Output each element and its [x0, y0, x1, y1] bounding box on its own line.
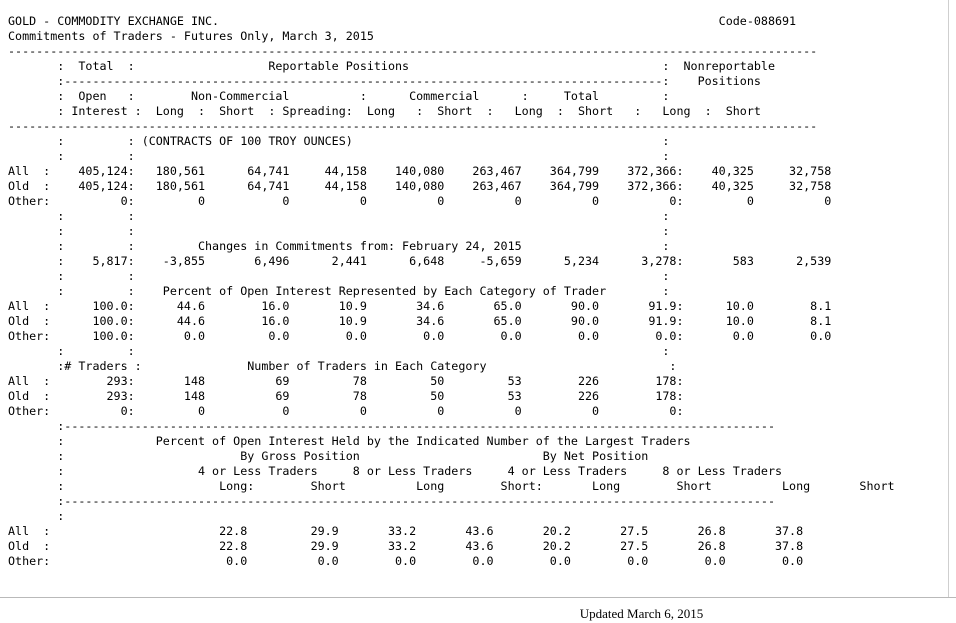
- report-line: : : (CONTRACTS OF 100 TROY OUNCES) :: [8, 134, 670, 148]
- report-line: : Long: Short Long Short: Long Short Lon…: [8, 479, 895, 493]
- updated-date: Updated March 6, 2015: [579, 606, 704, 621]
- report-line: ----------------------------------------…: [8, 44, 818, 58]
- report-line: : By Gross Position By Net Position: [8, 449, 649, 463]
- report-line: : : :: [8, 224, 670, 238]
- report-line: : Open : Non-Commercial : Commercial : T…: [8, 89, 670, 103]
- report-line: :---------------------------------------…: [8, 74, 761, 88]
- cot-report: GOLD - COMMODITY EXCHANGE INC. Code-0886…: [8, 14, 895, 569]
- page-right-border: [948, 0, 949, 598]
- report-line: : 5,817: -3,855 6,496 2,441 6,648 -5,659…: [8, 254, 832, 268]
- report-line: : : :: [8, 269, 670, 283]
- report-line: All : 100.0: 44.6 16.0 10.9 34.6 65.0 90…: [8, 299, 832, 313]
- report-line: :# Traders : Number of Traders in Each C…: [8, 359, 677, 373]
- report-line: All : 293: 148 69 78 50 53 226 178:: [8, 374, 684, 388]
- report-line: : Total : Reportable Positions : Nonrepo…: [8, 59, 775, 73]
- report-line: : : :: [8, 209, 670, 223]
- report-line: Old : 405,124: 180,561 64,741 44,158 140…: [8, 179, 832, 193]
- report-line: Old : 100.0: 44.6 16.0 10.9 34.6 65.0 90…: [8, 314, 832, 328]
- report-line: Old : 22.8 29.9 33.2 43.6 20.2 27.5 26.8…: [8, 539, 804, 553]
- report-line: : : :: [8, 344, 670, 358]
- report-line: :: [8, 509, 65, 523]
- report-line: : 4 or Less Traders 8 or Less Traders 4 …: [8, 464, 783, 478]
- report-line: : Interest : Long : Short : Spreading: L…: [8, 104, 761, 118]
- report-line: : : Changes in Commitments from: Februar…: [8, 239, 670, 253]
- report-line: :---------------------------------------…: [8, 419, 775, 433]
- report-line: Commitments of Traders - Futures Only, M…: [8, 29, 374, 43]
- report-line: : : Percent of Open Interest Represented…: [8, 284, 670, 298]
- report-line: All : 22.8 29.9 33.2 43.6 20.2 27.5 26.8…: [8, 524, 804, 538]
- report-line: : : :: [8, 149, 670, 163]
- report-line: Other: 0: 0 0 0 0 0 0 0: 0 0: [8, 194, 832, 208]
- report-line: :---------------------------------------…: [8, 494, 775, 508]
- report-line: Old : 293: 148 69 78 50 53 226 178:: [8, 389, 684, 403]
- report-line: : Percent of Open Interest Held by the I…: [8, 434, 691, 448]
- report-line: GOLD - COMMODITY EXCHANGE INC. Code-0886…: [8, 14, 797, 28]
- report-line: Other: 0.0 0.0 0.0 0.0 0.0 0.0 0.0 0.0: [8, 554, 804, 568]
- footer-divider: [0, 597, 956, 598]
- report-line: Other: 0: 0 0 0 0 0 0 0:: [8, 404, 684, 418]
- report-line: ----------------------------------------…: [8, 119, 818, 133]
- footer: Updated March 6, 2015: [0, 606, 956, 622]
- report-line: All : 405,124: 180,561 64,741 44,158 140…: [8, 164, 832, 178]
- report-line: Other: 100.0: 0.0 0.0 0.0 0.0 0.0 0.0 0.…: [8, 329, 832, 343]
